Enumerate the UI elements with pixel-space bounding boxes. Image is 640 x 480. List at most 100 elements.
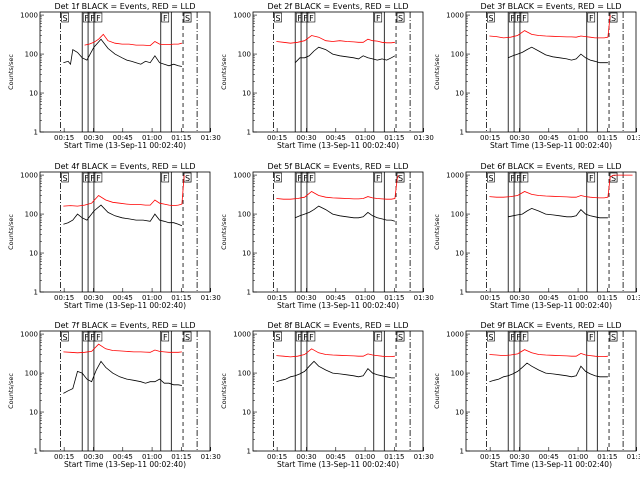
- x-tick-label: 01:15: [597, 294, 617, 302]
- event-flag-label: F: [516, 14, 521, 23]
- event-flag-label: F: [163, 174, 168, 183]
- event-flag-label: F: [309, 174, 314, 183]
- event-flag-box: [94, 172, 103, 183]
- plot-frame: [252, 330, 424, 452]
- event-flag-label: S: [275, 174, 280, 183]
- y-tick-label: 100: [238, 370, 251, 378]
- x-tick-label: 00:45: [113, 453, 133, 461]
- event-flag-box: [94, 331, 103, 342]
- event-flag-label: F: [516, 174, 521, 183]
- chart-title: Det 6f BLACK = Events, RED = LLD: [480, 162, 621, 171]
- event-flag-box: [274, 331, 282, 342]
- event-flag-box: [520, 12, 529, 23]
- x-axis-label: Start Time (13-Sep-11 00:02:40): [64, 460, 186, 469]
- event-flag-box: [487, 172, 495, 183]
- event-flag-label: F: [589, 174, 594, 183]
- event-flag-box: [587, 172, 596, 183]
- event-flag-box: [307, 172, 316, 183]
- event-flag-label: S: [62, 174, 67, 183]
- chart-panel: Det 7f BLACK = Events, RED = LLDSFFFFFS1…: [7, 321, 221, 469]
- events-series-line: [295, 205, 396, 222]
- x-tick-label: 00:30: [83, 294, 103, 302]
- event-flag-box: [374, 331, 383, 342]
- y-tick-label: 1000: [233, 331, 251, 339]
- event-flag-label: S: [611, 174, 616, 183]
- event-flag-box: [183, 12, 192, 23]
- x-tick-label: 00:30: [83, 134, 103, 142]
- x-tick-label: 00:15: [267, 134, 287, 142]
- x-tick-label: 01:30: [201, 453, 221, 461]
- event-flag-box: [487, 12, 495, 23]
- event-flag-box: [307, 12, 316, 23]
- y-tick-label: 1000: [446, 172, 464, 180]
- plot-frame: [465, 330, 637, 452]
- x-tick-label: 00:30: [296, 134, 316, 142]
- event-flag-label: F: [96, 14, 101, 23]
- x-tick-label: 01:30: [414, 453, 434, 461]
- event-flag-box: [374, 12, 383, 23]
- x-tick-label: 00:30: [296, 453, 316, 461]
- x-axis-label: Start Time (13-Sep-11 00:02:40): [64, 301, 186, 310]
- x-tick-label: 00:15: [267, 294, 287, 302]
- event-flag-label: F: [84, 174, 89, 183]
- event-flag-label: F: [510, 333, 515, 342]
- x-axis-label: Start Time (13-Sep-11 00:02:40): [64, 141, 186, 150]
- y-tick-label: 1: [34, 448, 38, 456]
- event-flag-label: S: [488, 333, 493, 342]
- event-flag-box: [396, 331, 405, 342]
- y-axis-label: Counts/sec: [220, 373, 228, 409]
- event-flag-box: [61, 172, 69, 183]
- chart-panel: Det 1f BLACK = Events, RED = LLDSFFFFFS1…: [7, 2, 221, 150]
- event-flag-box: [61, 12, 69, 23]
- chart-title: Det 7f BLACK = Events, RED = LLD: [54, 321, 195, 330]
- y-tick-label: 10: [242, 250, 251, 258]
- event-flag-label: F: [297, 174, 302, 183]
- plot-frame: [465, 171, 637, 293]
- events-series-line: [63, 360, 182, 394]
- x-axis-label: Start Time (13-Sep-11 00:02:40): [490, 141, 612, 150]
- y-tick-label: 1: [34, 129, 38, 137]
- x-tick-label: 00:30: [509, 453, 529, 461]
- x-tick-label: 01:15: [171, 294, 191, 302]
- y-tick-label: 10: [242, 90, 251, 98]
- y-tick-label: 10: [29, 90, 38, 98]
- x-tick-label: 00:30: [509, 294, 529, 302]
- x-tick-label: 01:30: [627, 134, 640, 142]
- x-tick-label: 00:45: [326, 294, 346, 302]
- x-tick-label: 01:00: [142, 453, 162, 461]
- y-tick-label: 10: [455, 90, 464, 98]
- event-flag-label: F: [297, 333, 302, 342]
- event-flag-label: S: [488, 14, 493, 23]
- x-tick-label: 00:45: [113, 294, 133, 302]
- y-axis-label: Counts/sec: [220, 214, 228, 250]
- event-flag-label: F: [589, 14, 594, 23]
- event-flag-label: S: [398, 14, 403, 23]
- event-flag-label: F: [303, 14, 308, 23]
- event-flag-label: S: [185, 14, 190, 23]
- y-tick-label: 100: [238, 211, 251, 219]
- x-tick-label: 01:15: [597, 134, 617, 142]
- x-tick-label: 01:15: [171, 453, 191, 461]
- y-tick-label: 1000: [20, 172, 38, 180]
- event-flag-label: F: [376, 333, 381, 342]
- y-tick-label: 1000: [446, 12, 464, 20]
- lld-series-line: [84, 33, 182, 47]
- event-flag-box: [61, 331, 69, 342]
- plot-frame: [39, 330, 211, 452]
- x-tick-label: 01:00: [355, 134, 375, 142]
- x-tick-label: 00:30: [83, 453, 103, 461]
- event-flag-box: [274, 12, 282, 23]
- event-flag-box: [587, 331, 596, 342]
- lld-series-line: [276, 174, 399, 200]
- event-flag-label: F: [589, 333, 594, 342]
- y-tick-label: 1: [247, 289, 251, 297]
- y-tick-label: 10: [29, 250, 38, 258]
- x-tick-label: 01:15: [384, 453, 404, 461]
- x-tick-label: 00:30: [296, 294, 316, 302]
- chart-title: Det 8f BLACK = Events, RED = LLD: [267, 321, 408, 330]
- x-tick-label: 01:15: [384, 134, 404, 142]
- x-tick-label: 00:15: [267, 453, 287, 461]
- x-tick-label: 00:30: [509, 134, 529, 142]
- event-flag-label: S: [62, 333, 67, 342]
- x-tick-label: 01:30: [414, 294, 434, 302]
